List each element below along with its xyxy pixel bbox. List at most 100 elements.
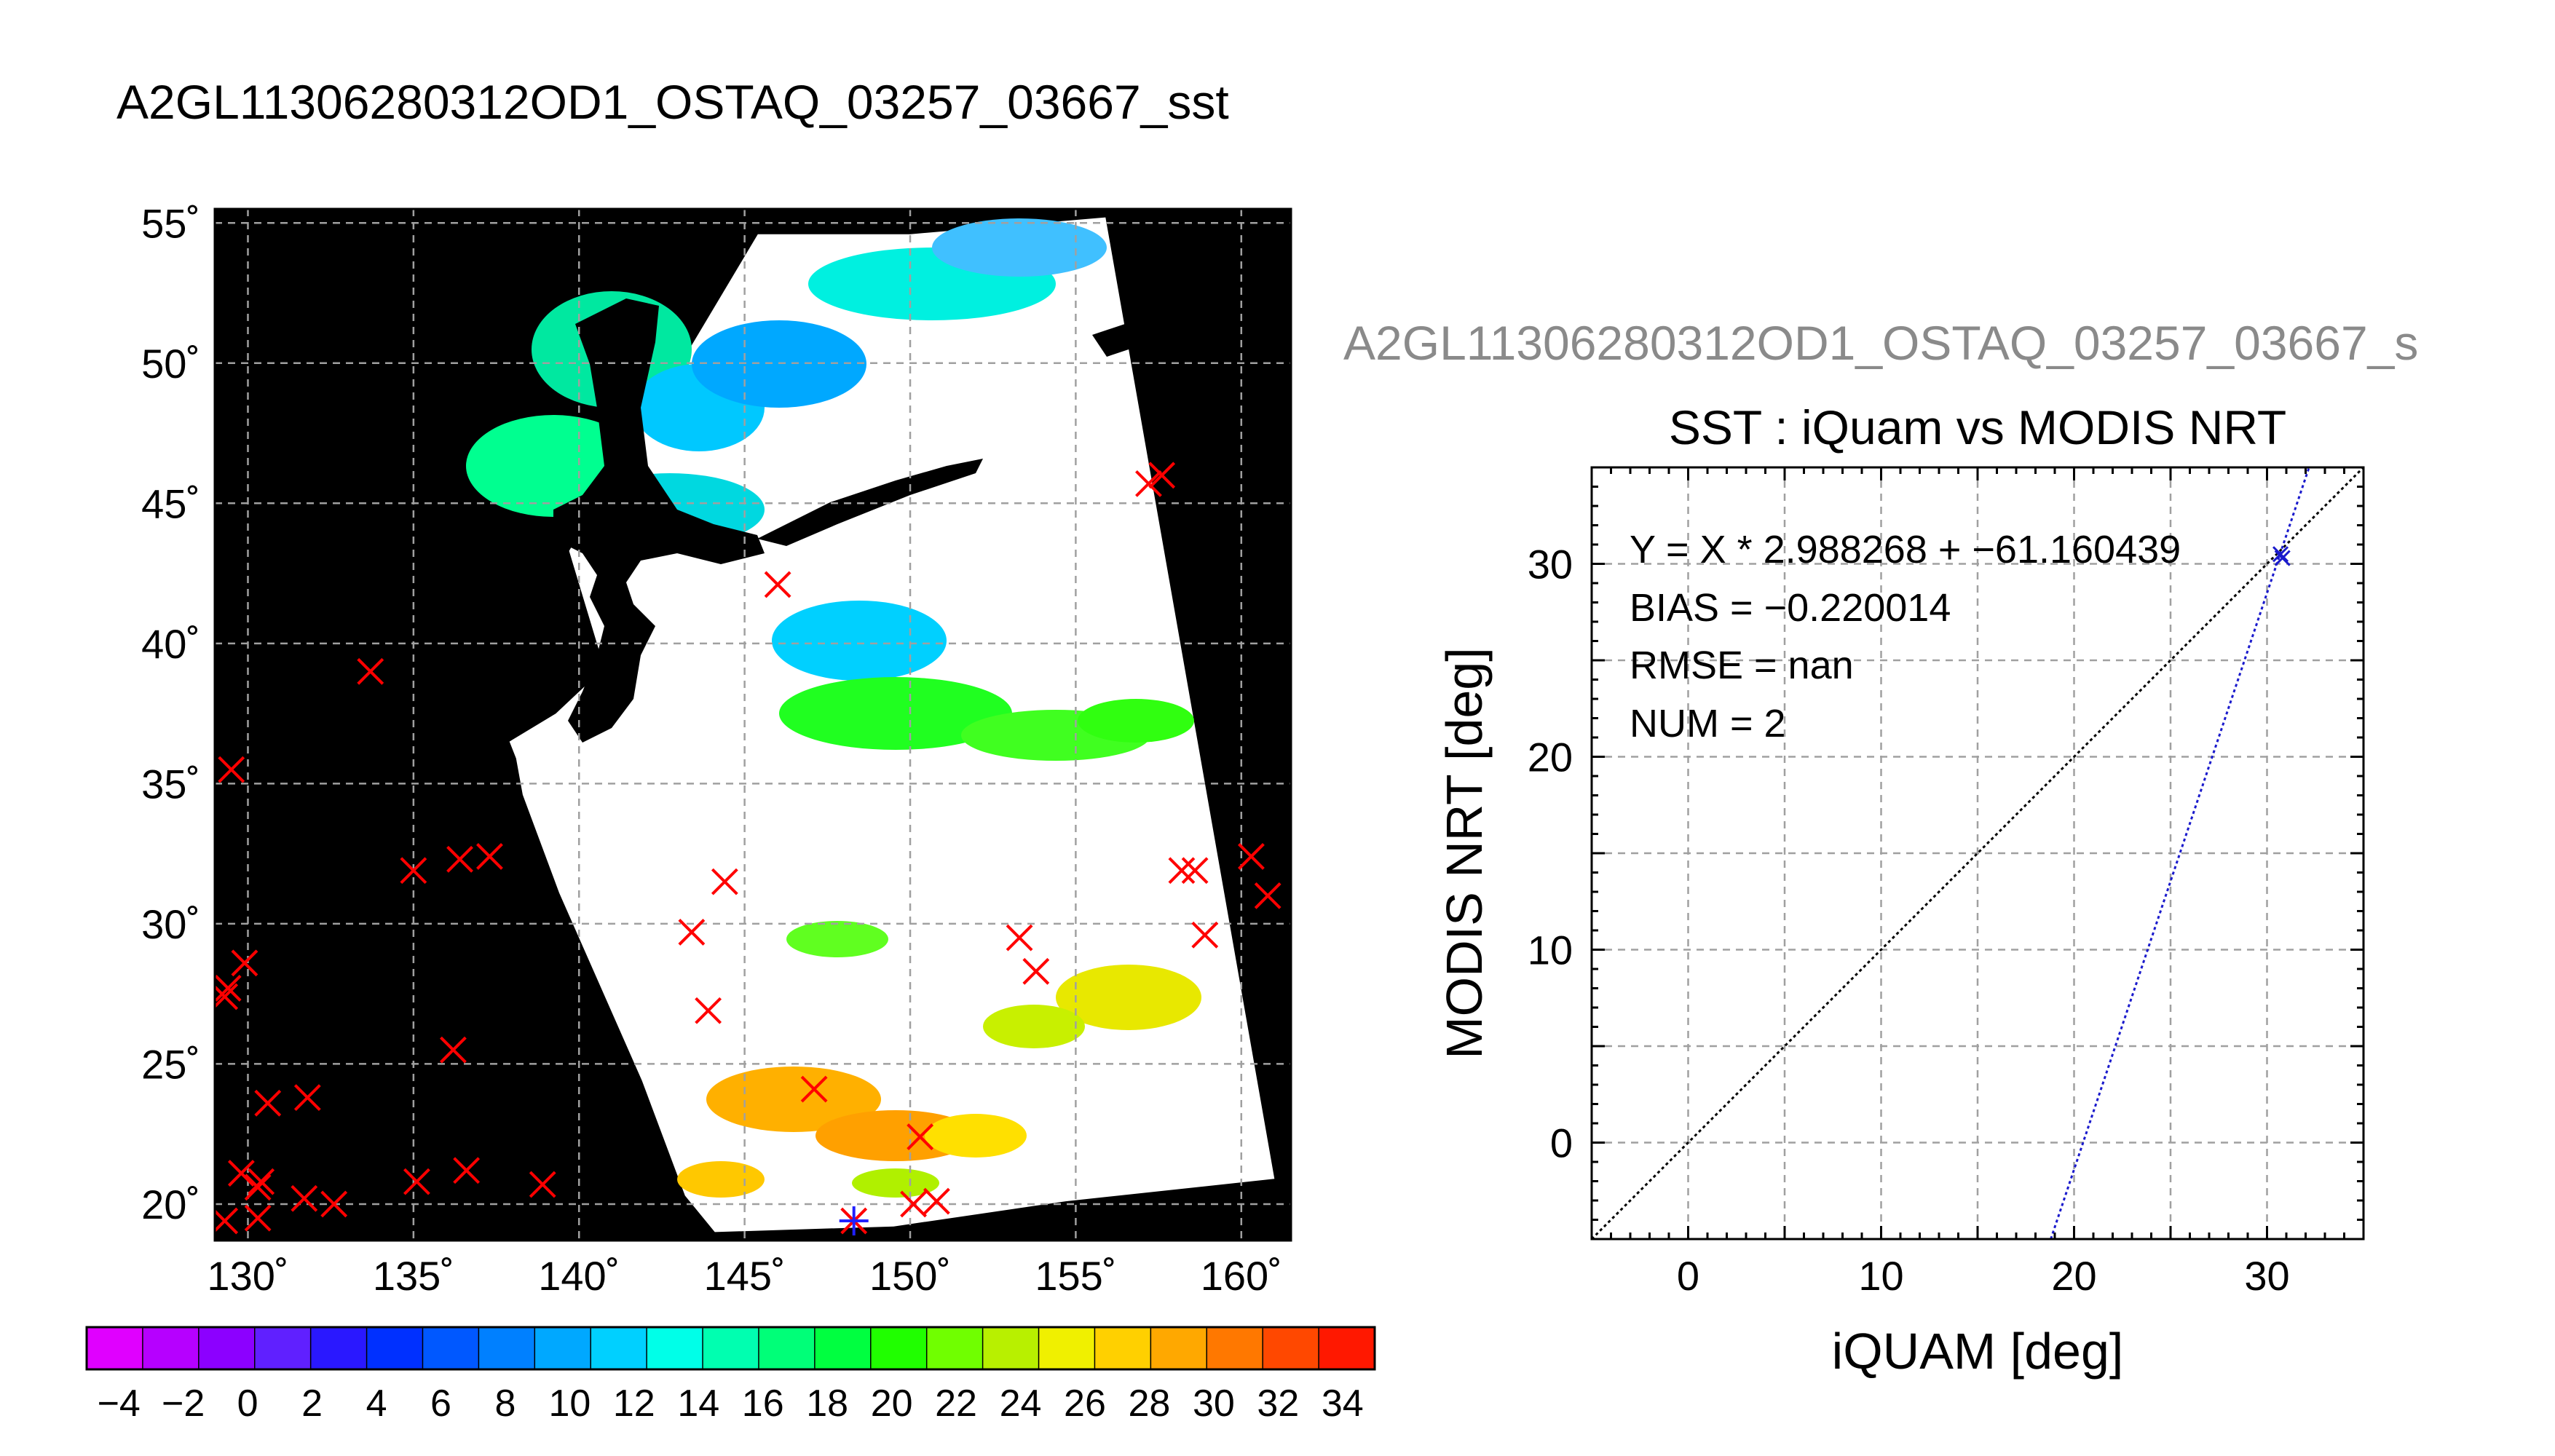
map-x-tick-label: 160˚ (1201, 1253, 1282, 1299)
matchup-marker-highlight (839, 1206, 869, 1236)
matchup-marker (400, 857, 427, 885)
matchup-marker (1181, 857, 1209, 885)
colorbar-cell (534, 1327, 591, 1369)
scatter-y-axis-label: MODIS NRT [deg] (1436, 647, 1493, 1059)
matchup-marker (293, 1084, 321, 1112)
matchup-marker (440, 1036, 467, 1064)
scatter-y-tick-label: 20 (1528, 735, 1573, 780)
scatter-x-tick-label: 10 (1858, 1253, 1903, 1299)
scatter-file-label: A2GL11306280312OD1_OSTAQ_03257_03667_s (1343, 316, 2418, 370)
colorbar-cell (1207, 1327, 1263, 1369)
colorbar-tick-label: 20 (871, 1382, 913, 1425)
matchup-marker (218, 756, 245, 783)
scatter-y-tick-label: 0 (1550, 1120, 1573, 1166)
colorbar-tick-label: 32 (1257, 1382, 1299, 1425)
matchup-marker (678, 919, 706, 946)
matchup-marker (1006, 924, 1033, 951)
scatter-title: SST : iQuam vs MODIS NRT (1669, 400, 2286, 454)
matchup-marker (764, 571, 791, 598)
colorbar-cell (647, 1327, 703, 1369)
colorbar-cell (1319, 1327, 1375, 1369)
matchup-marker (1022, 957, 1050, 985)
annotation-num: NUM = 2 (1630, 702, 1786, 745)
colorbar-cell (703, 1327, 759, 1369)
matchup-marker (403, 1168, 430, 1195)
matchup-marker (1135, 470, 1162, 497)
colorbar-tick-label: 2 (301, 1382, 323, 1425)
map-y-tick-label: 20˚ (141, 1182, 200, 1227)
colorbar-tick-label: 8 (494, 1382, 516, 1425)
colorbar-cell (1094, 1327, 1151, 1369)
matchup-marker (248, 1168, 275, 1195)
matchup-marker (320, 1190, 348, 1218)
colorbar-cell (926, 1327, 984, 1369)
colorbar-tick-label: −2 (162, 1382, 205, 1425)
matchup-marker (900, 1190, 927, 1218)
map-y-tick-labels: 20˚ 25˚ 30˚ 35˚ 40˚ 45˚ 50˚ 55˚ (141, 200, 200, 1227)
scatter-x-tick-label: 0 (1677, 1253, 1699, 1299)
scatter-grid (1592, 467, 2364, 1239)
colorbar-cell (814, 1327, 872, 1369)
colorbar-cells (87, 1327, 1375, 1369)
colorbar-tick-label: −4 (98, 1382, 141, 1425)
scatter-plot: 0 10 20 30 0 10 20 30 Y = X * 2.988268 + −61.1… (1436, 466, 2365, 1380)
one-to-one-line (1592, 467, 2364, 1239)
map-x-tick-label: 155˚ (1035, 1253, 1116, 1299)
scatter-point (2272, 546, 2289, 563)
map-x-tick-label: 135˚ (373, 1253, 454, 1299)
matchup-points (215, 462, 1282, 1236)
colorbar-cell (87, 1327, 143, 1369)
colorbar-tick-label: 30 (1193, 1382, 1235, 1425)
matchup-marker (1254, 882, 1282, 909)
map-y-tick-label: 55˚ (141, 200, 200, 246)
matchup-marker (711, 868, 738, 895)
colorbar-cell (310, 1327, 368, 1369)
matchup-marker (215, 975, 242, 1002)
colorbar-cell (422, 1327, 479, 1369)
matchup-marker (254, 1089, 282, 1117)
colorbar-tick-labels: −4 −2 0 2 4 6 8 10 12 14 16 18 20 22 24 26 28 30 32 34 (98, 1382, 1364, 1425)
colorbar-tick-label: 16 (742, 1382, 784, 1425)
annotation-rmse: RMSE = nan (1630, 644, 1854, 687)
matchup-marker (227, 1160, 255, 1187)
colorbar-cell (591, 1327, 647, 1369)
scatter-points (2272, 546, 2291, 566)
matchup-marker (215, 983, 239, 1010)
colorbar-cell (254, 1327, 312, 1369)
matchup-marker (357, 657, 384, 685)
colorbar-tick-label: 22 (935, 1382, 977, 1425)
map-x-tick-label: 130˚ (207, 1253, 288, 1299)
map-plot: 20˚ 25˚ 30˚ 35˚ 40˚ 45˚ 50˚ 55˚ 130˚ 135˚ 140˚ 145… (141, 200, 1292, 1299)
scatter-x-tick-labels: 0 10 20 30 (1677, 1253, 2290, 1299)
map-y-tick-label: 40˚ (141, 621, 200, 667)
colorbar-tick-label: 24 (1000, 1382, 1042, 1425)
colorbar-tick-label: 6 (430, 1382, 451, 1425)
stats-annotations: Y = X * 2.988268 + −61.160439 BIAS = −0.… (1630, 528, 2181, 745)
scatter-y-tick-label: 10 (1528, 927, 1573, 973)
colorbar-cell (982, 1327, 1040, 1369)
colorbar: −4 −2 0 2 4 6 8 10 12 14 16 18 20 22 24 26 28 30 32 34 (85, 1326, 1376, 1425)
scatter-x-tick-label: 20 (2051, 1253, 2096, 1299)
matchup-marker (453, 1157, 481, 1184)
matchup-marker (215, 1207, 239, 1235)
matchup-marker (907, 1123, 934, 1150)
map-frame (213, 207, 1292, 1242)
matchup-marker (1238, 843, 1265, 870)
scatter-y-tick-label: 30 (1528, 542, 1573, 587)
scatter-x-axis-label: iQUAM [deg] (1832, 1323, 2124, 1380)
scatter-x-tick-label: 30 (2244, 1253, 2289, 1299)
map-x-tick-labels: 130˚ 135˚ 140˚ 145˚ 150˚ 155˚ 160˚ (207, 1253, 1282, 1299)
colorbar-cell (870, 1327, 928, 1369)
colorbar-tick-label: 18 (806, 1382, 848, 1425)
matchup-marker (291, 1184, 318, 1212)
colorbar-cell (478, 1327, 535, 1369)
map-y-tick-label: 35˚ (141, 761, 200, 807)
matchup-marker (446, 845, 473, 873)
colorbar-cell (1263, 1327, 1319, 1369)
scatter-y-tick-labels: 0 10 20 30 (1528, 542, 1573, 1166)
matchup-marker (1148, 462, 1176, 489)
land-mask (553, 298, 1150, 743)
colorbar-cell (1150, 1327, 1207, 1369)
colorbar-tick-label: 14 (677, 1382, 719, 1425)
